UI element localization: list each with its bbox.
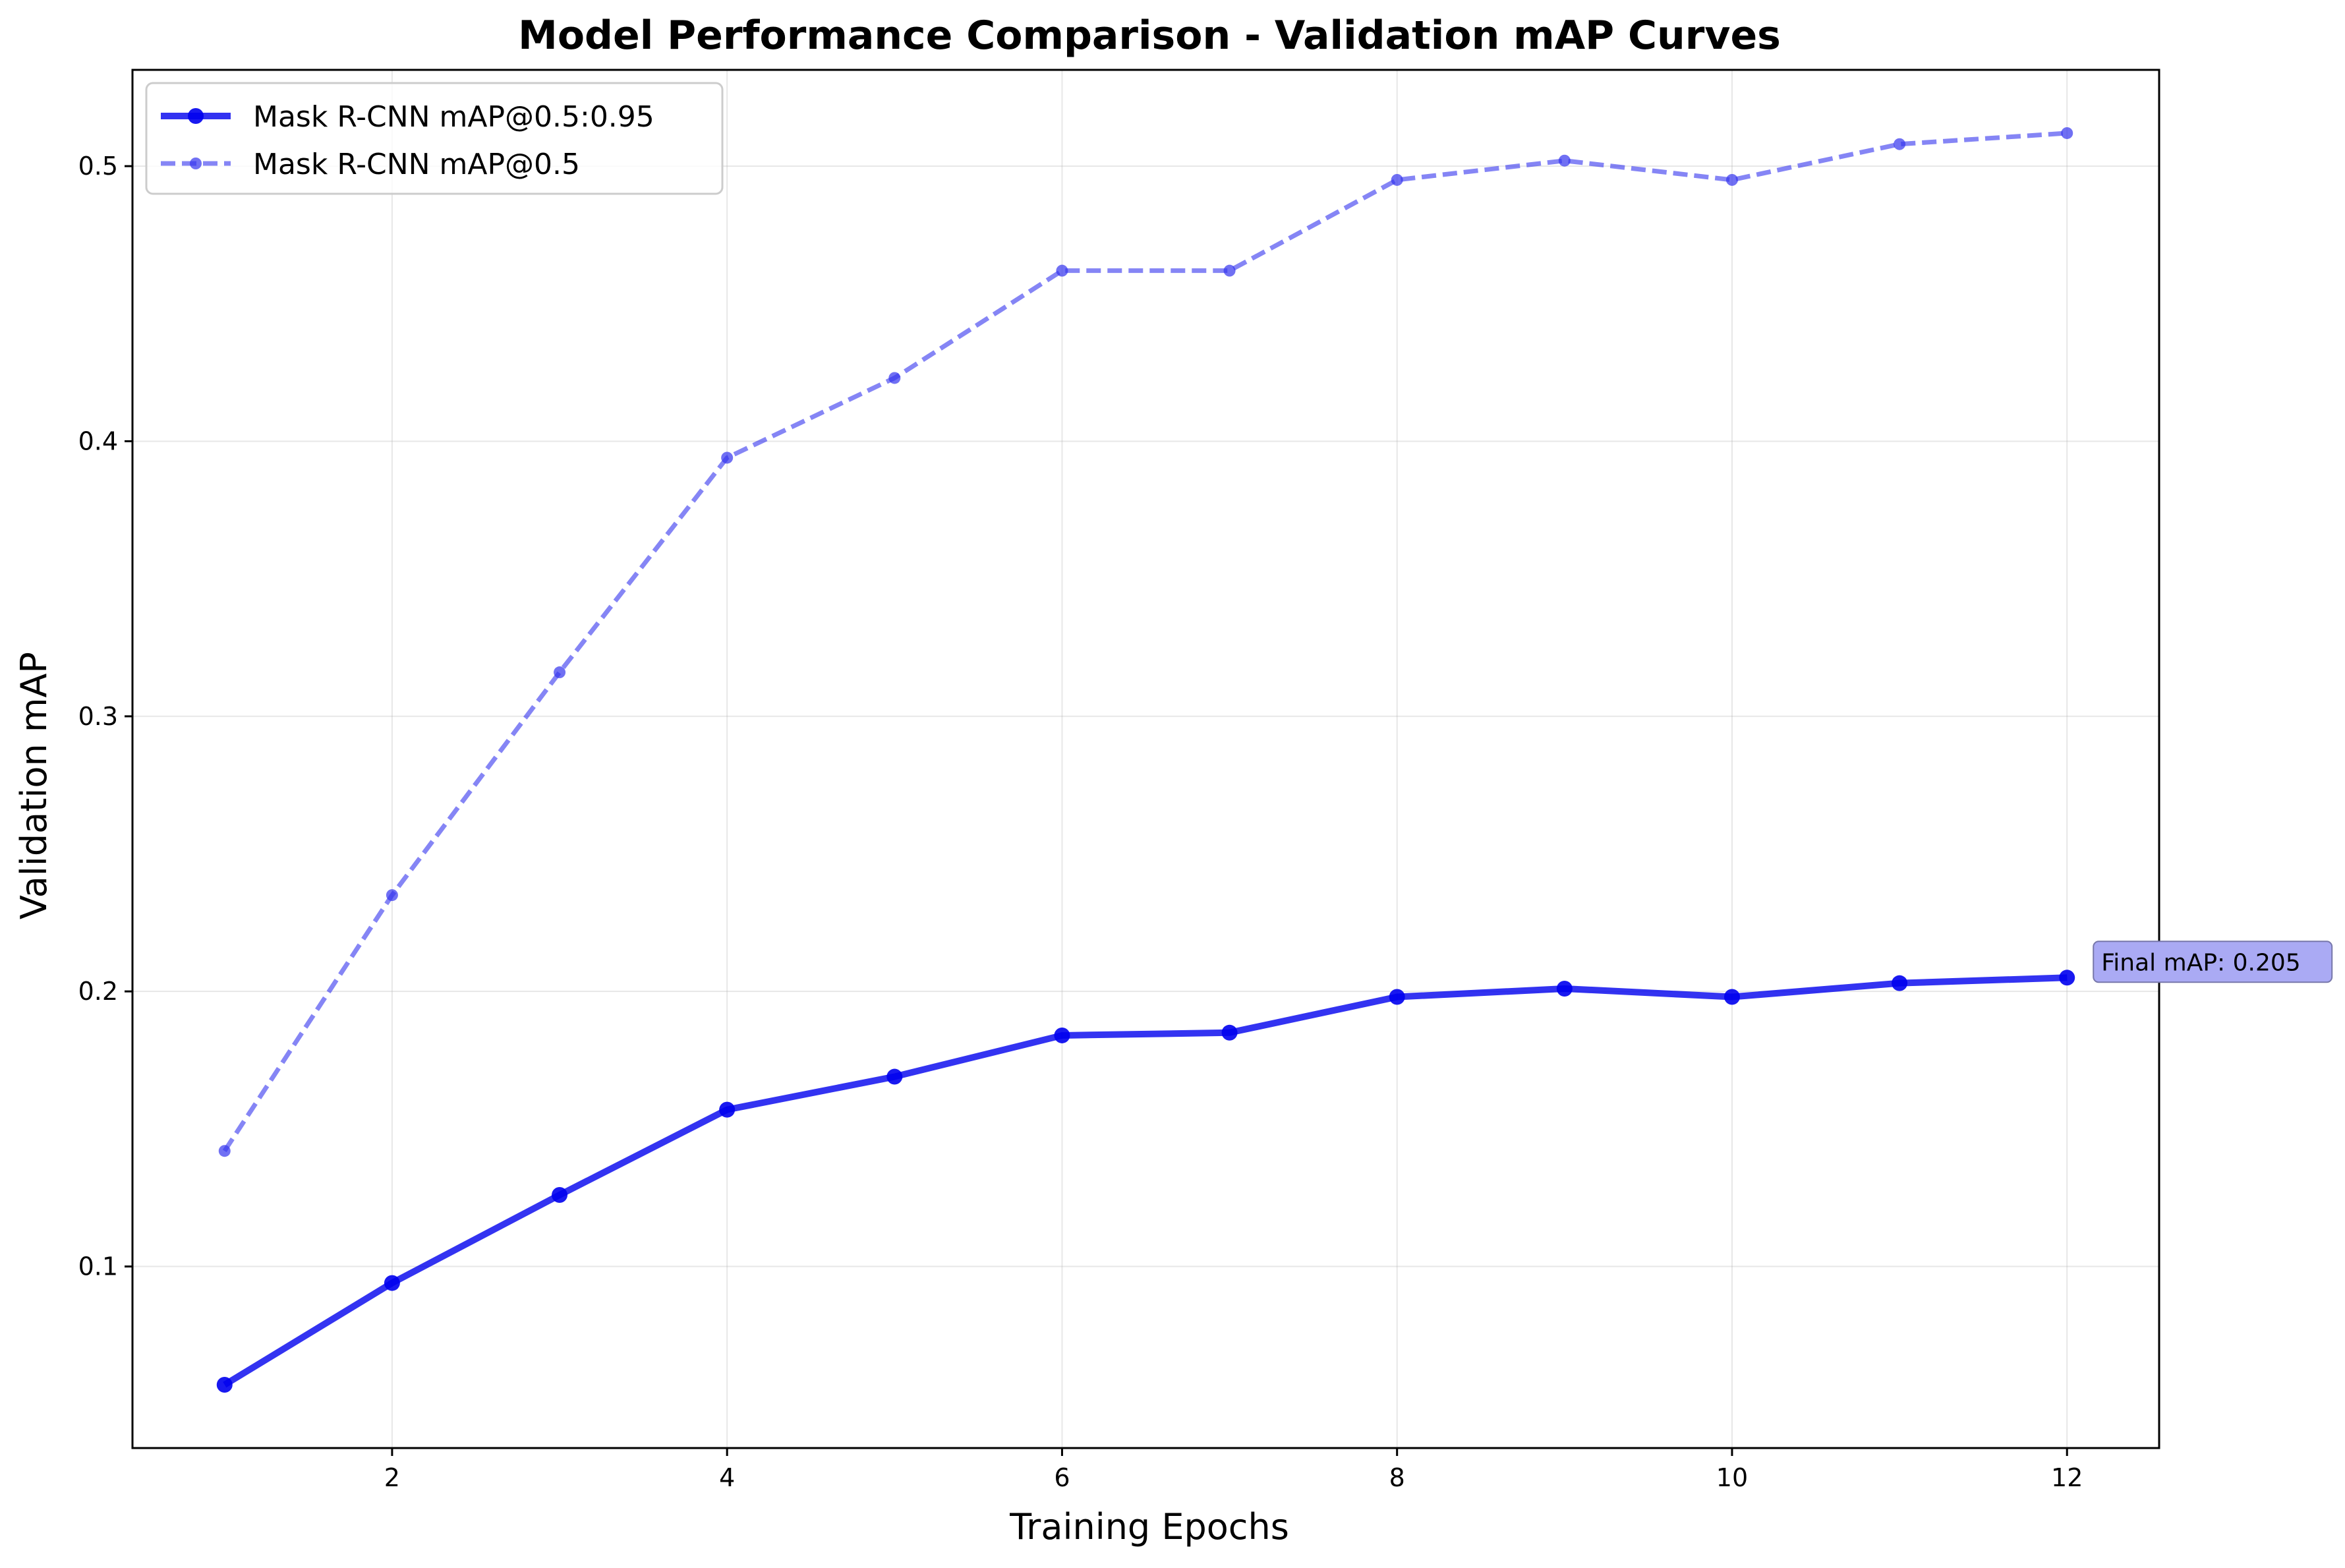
data-point-series-1 <box>1556 981 1573 997</box>
data-point-series-1 <box>886 1068 903 1085</box>
data-point-series-2 <box>888 372 901 384</box>
x-tick-label: 2 <box>384 1463 400 1492</box>
plot-frame <box>131 69 2160 1449</box>
annotation-layer: Final mAP: 0.205 <box>2093 941 2333 983</box>
data-point-series-1 <box>1892 975 1908 991</box>
data-point-series-1 <box>1723 989 1740 1005</box>
series-line-2 <box>222 131 2068 1153</box>
data-point-series-1 <box>216 1377 233 1393</box>
chart-title: Model Performance Comparison - Validatio… <box>518 13 1781 59</box>
y-tick-label: 0.4 <box>78 426 118 455</box>
data-point-series-1 <box>719 1101 736 1118</box>
x-axis-label: Training Epochs <box>1009 1506 1289 1548</box>
data-point-series-1 <box>552 1187 568 1204</box>
y-tick-label: 0.2 <box>78 977 118 1006</box>
data-point-series-1 <box>1389 989 1405 1005</box>
data-point-series-2 <box>1391 173 1403 186</box>
y-tick-label: 0.5 <box>78 152 118 181</box>
legend-marker-1 <box>188 108 204 124</box>
data-point-series-2 <box>2061 127 2073 139</box>
data-point-series-2 <box>218 1145 231 1157</box>
x-tick-label: 4 <box>719 1463 735 1492</box>
x-tick-label: 8 <box>1389 1463 1405 1492</box>
data-point-series-2 <box>554 666 566 679</box>
annotation-text: Final mAP: 0.205 <box>2101 949 2300 976</box>
data-point-series-2 <box>1558 154 1571 167</box>
data-point-series-2 <box>1056 264 1068 277</box>
legend-label-2: Mask R-CNN mAP@0.5 <box>253 148 580 181</box>
legend: Mask R-CNN mAP@0.5:0.95 Mask R-CNN mAP@0.… <box>145 82 724 195</box>
legend-label-1: Mask R-CNN mAP@0.5:0.95 <box>253 100 654 134</box>
data-point-series-2 <box>1725 173 1738 186</box>
x-tick-label: 10 <box>1716 1463 1748 1492</box>
data-point-series-1 <box>2059 970 2075 986</box>
tick-layer: 2 4 6 8 10 12 0.1 0.2 0.3 0.4 0.5 <box>78 152 2083 1492</box>
y-tick-label: 0.1 <box>78 1252 118 1281</box>
series-layer <box>216 127 2075 1393</box>
data-point-series-2 <box>721 451 734 464</box>
x-tick-label: 12 <box>2051 1463 2083 1492</box>
data-point-series-1 <box>1221 1024 1238 1041</box>
data-point-series-2 <box>1894 138 1906 150</box>
data-point-series-2 <box>1223 264 1236 277</box>
legend-box <box>145 82 724 195</box>
data-point-series-1 <box>1054 1027 1070 1043</box>
legend-marker-2 <box>190 158 202 169</box>
series-line-1 <box>223 974 2068 1388</box>
x-tick-label: 6 <box>1054 1463 1070 1492</box>
y-axis-label: Validation mAP <box>13 652 55 919</box>
data-point-series-1 <box>384 1275 400 1291</box>
annotation-box <box>2093 941 2333 983</box>
y-tick-label: 0.3 <box>78 702 118 731</box>
data-point-series-2 <box>386 889 398 902</box>
